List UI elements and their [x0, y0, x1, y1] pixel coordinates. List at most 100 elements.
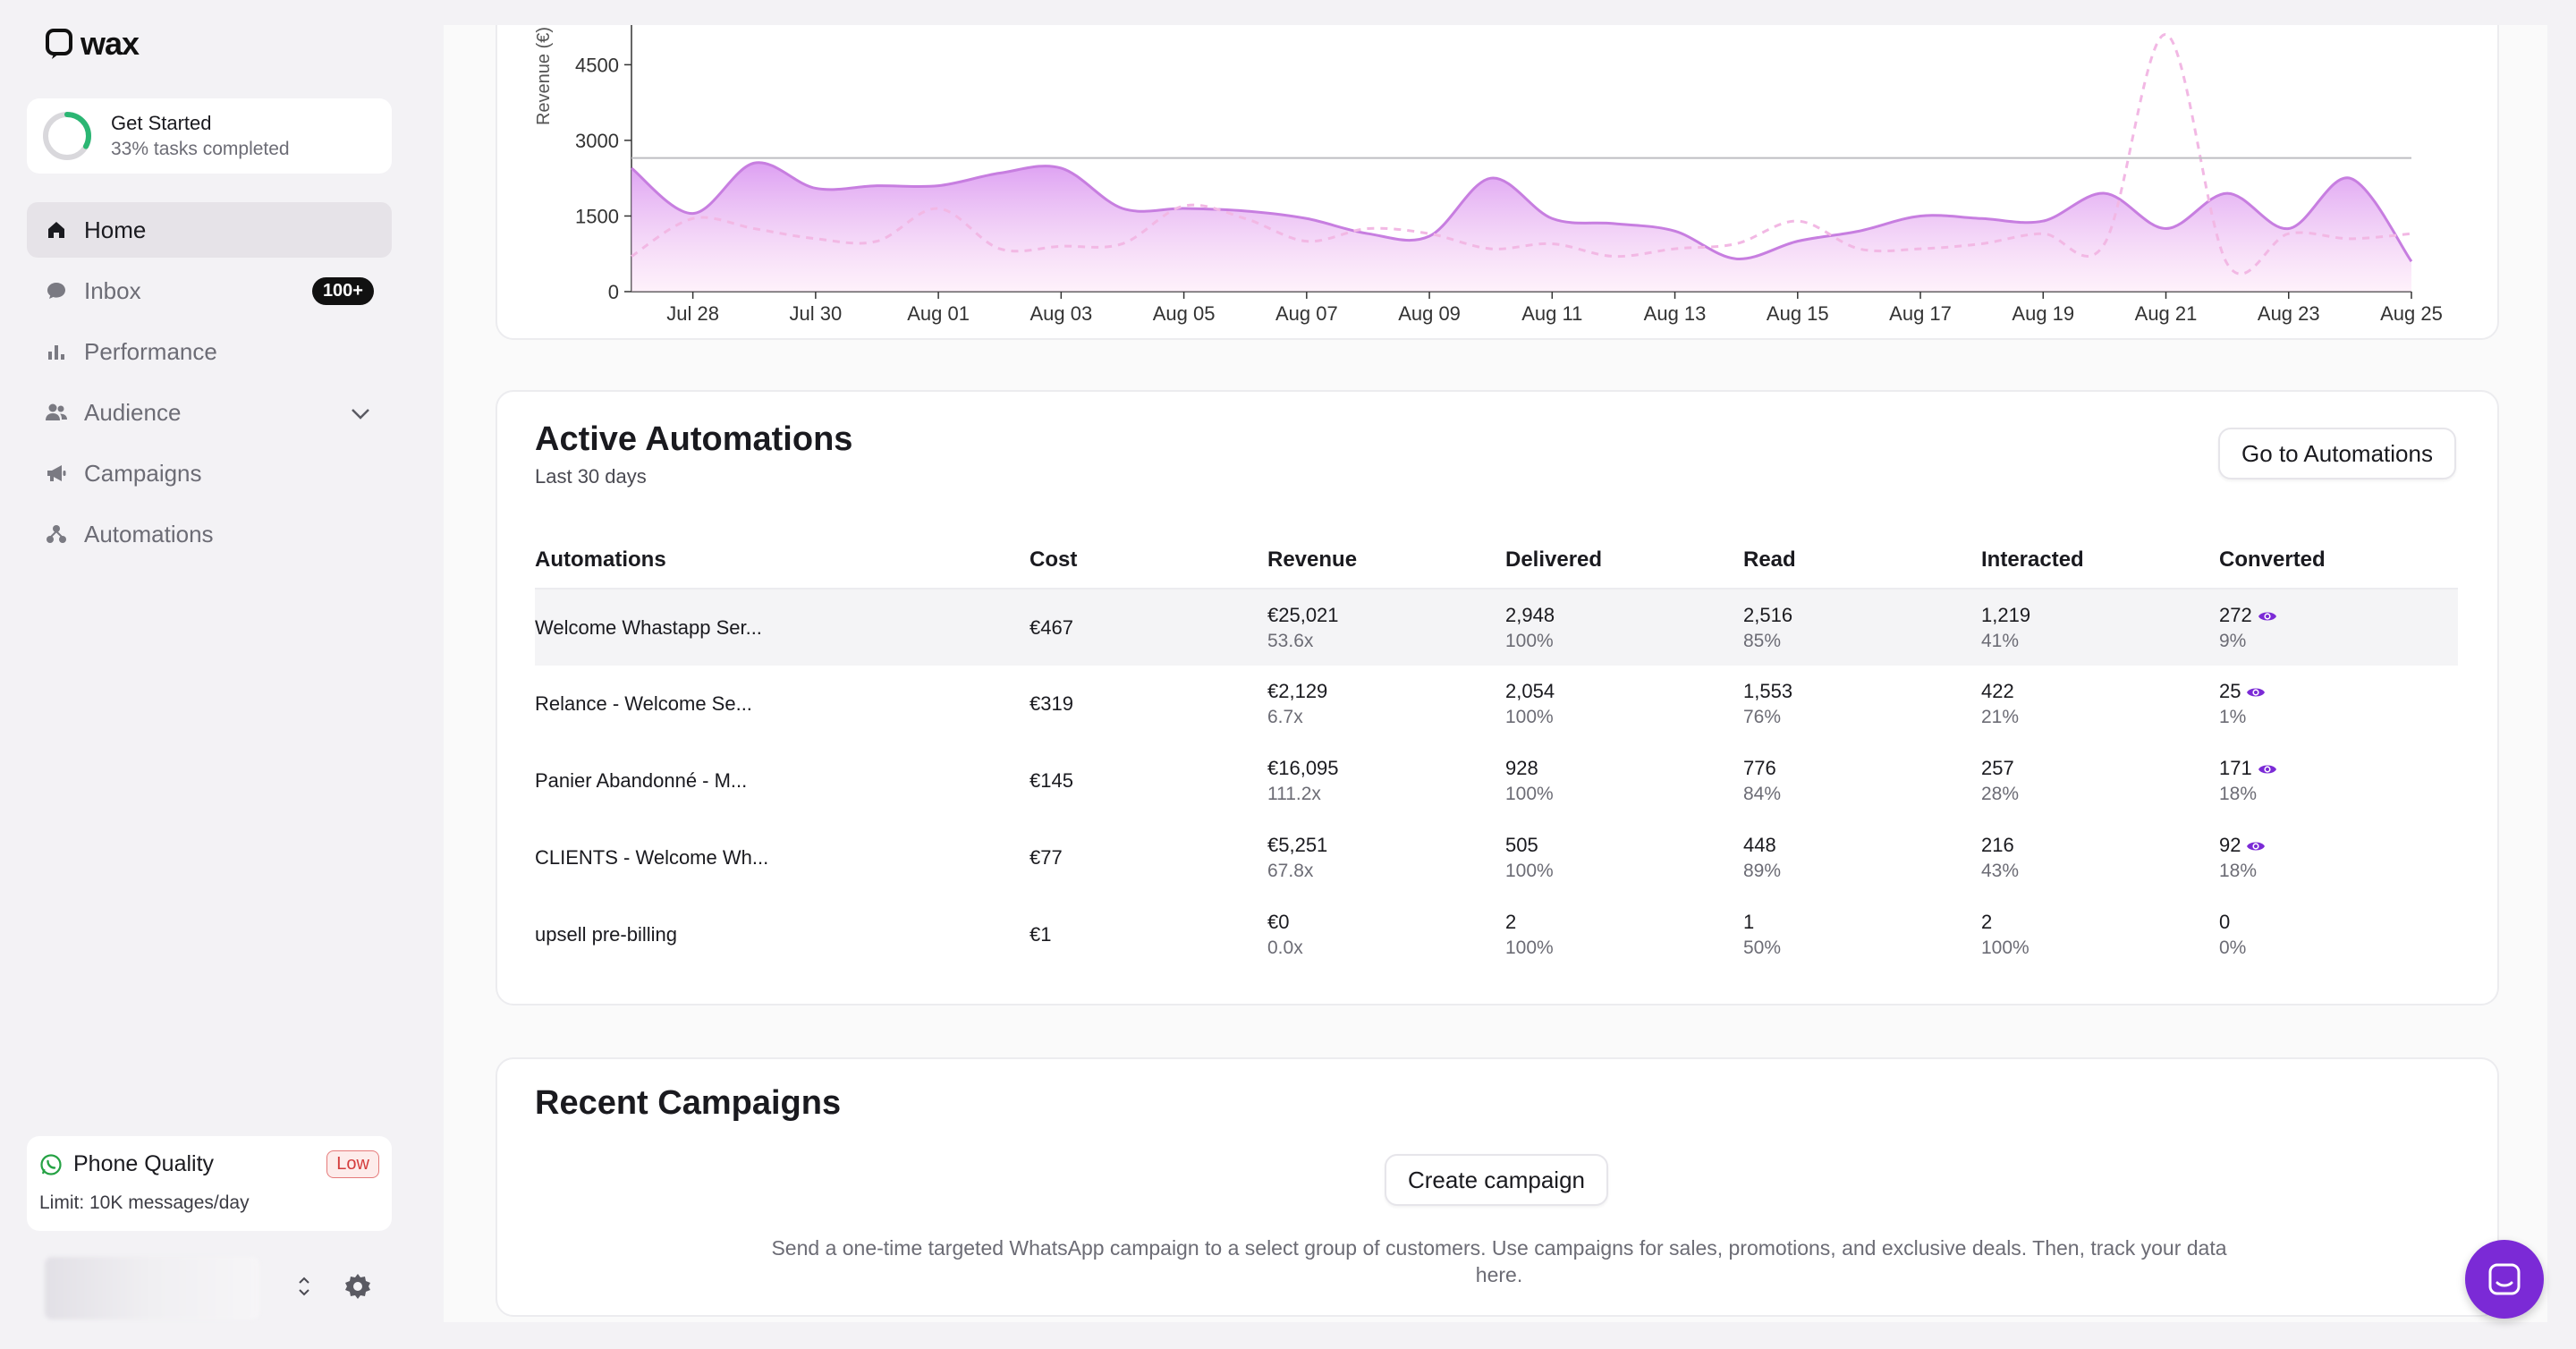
- eye-icon[interactable]: [2246, 685, 2266, 700]
- sidebar-item-inbox[interactable]: Inbox 100+: [27, 263, 392, 318]
- cell-value: 776: [1743, 757, 1776, 779]
- table-cell: €5,251 67.8x: [1267, 819, 1505, 896]
- megaphone-icon: [45, 462, 68, 485]
- get-started-card[interactable]: Get Started 33% tasks completed: [27, 98, 392, 174]
- table-cell: 1 50%: [1743, 896, 1981, 973]
- cell-subvalue: 6.7x: [1267, 707, 1303, 727]
- cell-value: 1: [1743, 911, 1755, 933]
- column-header[interactable]: Converted: [2219, 531, 2458, 590]
- column-header[interactable]: Delivered: [1505, 531, 1743, 590]
- x-tick-label: Aug 17: [1889, 302, 1952, 325]
- gear-icon[interactable]: [343, 1272, 372, 1305]
- sidebar-item-label: Automations: [84, 520, 214, 547]
- table-cell: 92 18%: [2219, 819, 2458, 896]
- cell-value: 928: [1505, 757, 1538, 779]
- eye-icon[interactable]: [2246, 839, 2266, 853]
- x-tick-label: Aug 11: [1521, 302, 1582, 325]
- automations-subtitle: Last 30 days: [535, 465, 647, 488]
- cell-subvalue: 67.8x: [1267, 861, 1314, 881]
- column-header[interactable]: Interacted: [1981, 531, 2219, 590]
- chevron-down-icon[interactable]: [351, 399, 370, 427]
- column-header[interactable]: Cost: [1030, 531, 1267, 590]
- get-started-subtitle: 33% tasks completed: [111, 139, 290, 159]
- get-started-title: Get Started: [111, 112, 212, 134]
- go-to-automations-button[interactable]: Go to Automations: [2218, 428, 2456, 479]
- cell-subvalue: 9%: [2219, 630, 2247, 651]
- column-header[interactable]: Read: [1743, 531, 1981, 590]
- phone-quality-title: Phone Quality: [73, 1151, 215, 1176]
- cell-value: Relance - Welcome Se...: [535, 692, 752, 715]
- cell-subvalue: 41%: [1981, 630, 2020, 651]
- x-tick-label: Aug 03: [1030, 302, 1092, 325]
- home-icon: [45, 218, 68, 242]
- cell-value: €145: [1030, 769, 1073, 792]
- phone-quality-badge: Low: [326, 1150, 379, 1178]
- cell-value: Panier Abandonné - M...: [535, 769, 748, 792]
- cell-subvalue: 0.0x: [1267, 938, 1303, 958]
- user-account-row[interactable]: [45, 1252, 392, 1324]
- cell-subvalue: 43%: [1981, 861, 2020, 881]
- cell-value: 448: [1743, 834, 1776, 856]
- support-chat-button[interactable]: [2465, 1240, 2544, 1319]
- cell-value: CLIENTS - Welcome Wh...: [535, 846, 769, 869]
- sidebar-item-label: Performance: [84, 337, 217, 365]
- table-row[interactable]: Relance - Welcome Se... €319 €2,129 6.7x 2,0…: [535, 666, 2458, 742]
- table-row[interactable]: Panier Abandonné - M... €145 €16,095 111.2x…: [535, 742, 2458, 819]
- create-campaign-button[interactable]: Create campaign: [1385, 1154, 1608, 1206]
- chevron-up-down-icon[interactable]: [297, 1275, 311, 1302]
- table-row[interactable]: Welcome Whastapp Ser... €467 €25,021 53.6x 2…: [535, 589, 2458, 666]
- bar-chart-icon: [45, 340, 68, 363]
- sidebar: wax Get Started 33% tasks completed Home…: [0, 0, 444, 1349]
- eye-icon[interactable]: [2258, 762, 2277, 776]
- cell-value: 2,948: [1505, 603, 1555, 626]
- cell-value: €467: [1030, 615, 1073, 639]
- x-tick-label: Aug 09: [1398, 302, 1461, 325]
- sidebar-nav: Home Inbox 100+ Performance Audience: [27, 202, 392, 567]
- column-header[interactable]: Revenue: [1267, 531, 1505, 590]
- table-cell: 2 100%: [1505, 896, 1743, 973]
- sidebar-item-home[interactable]: Home: [27, 202, 392, 258]
- eye-icon[interactable]: [2258, 609, 2277, 624]
- table-cell: 0 0%: [2219, 896, 2458, 973]
- cell-subvalue: 50%: [1743, 938, 1782, 958]
- cell-value: 1,219: [1981, 603, 2031, 626]
- phone-quality-card[interactable]: Phone Quality Low Limit: 10K messages/da…: [27, 1136, 392, 1231]
- comparison-line: [631, 33, 2412, 276]
- inbox-count-badge: 100+: [311, 276, 374, 305]
- logo[interactable]: wax: [45, 25, 140, 63]
- cell-value: €77: [1030, 846, 1063, 869]
- table-cell: 1,553 76%: [1743, 666, 1981, 742]
- table-cell: 25 1%: [2219, 666, 2458, 742]
- cell-value: 0: [2219, 911, 2231, 933]
- cell-value: 25: [2219, 680, 2241, 702]
- revenue-chart-card: 0 1500 3000 4500 Revenue (€) Jul 28 Jul 30 Aug …: [496, 25, 2499, 340]
- sidebar-item-campaigns[interactable]: Campaigns: [27, 445, 392, 501]
- cell-subvalue: 89%: [1743, 861, 1782, 881]
- table-cell: 257 28%: [1981, 742, 2219, 819]
- cell-value: €0: [1267, 911, 1290, 933]
- cell-subvalue: 100%: [1505, 707, 1554, 727]
- logo-icon: [46, 29, 72, 59]
- table-row[interactable]: CLIENTS - Welcome Wh... €77 €5,251 67.8x 505…: [535, 819, 2458, 896]
- table-row[interactable]: upsell pre-billing €1 €0 0.0x 2 100% 1 50% 2 100%…: [535, 896, 2458, 973]
- x-tick-label: Aug 01: [907, 302, 970, 325]
- table-cell: €145: [1030, 742, 1267, 819]
- cell-subvalue: 0%: [2219, 938, 2247, 958]
- sidebar-item-performance[interactable]: Performance: [27, 324, 392, 379]
- table-cell: €2,129 6.7x: [1267, 666, 1505, 742]
- cell-subvalue: 100%: [1505, 630, 1554, 651]
- column-header[interactable]: Automations: [535, 531, 1030, 590]
- cell-value: 2: [1505, 911, 1517, 933]
- y-axis-label: Revenue (€): [534, 27, 554, 125]
- table-cell: 422 21%: [1981, 666, 2219, 742]
- cell-subvalue: 85%: [1743, 630, 1782, 651]
- x-tick-label: Aug 21: [2135, 302, 2198, 325]
- revenue-area: [631, 162, 2411, 292]
- table-cell: 216 43%: [1981, 819, 2219, 896]
- automations-table: Automations Cost Revenue Delivered Read …: [535, 531, 2458, 973]
- sidebar-item-audience[interactable]: Audience: [27, 385, 392, 440]
- y-tick-label: 1500: [575, 205, 619, 227]
- sidebar-item-automations[interactable]: Automations: [27, 506, 392, 562]
- table-cell: 171 18%: [2219, 742, 2458, 819]
- x-tick-label: Aug 07: [1275, 302, 1338, 325]
